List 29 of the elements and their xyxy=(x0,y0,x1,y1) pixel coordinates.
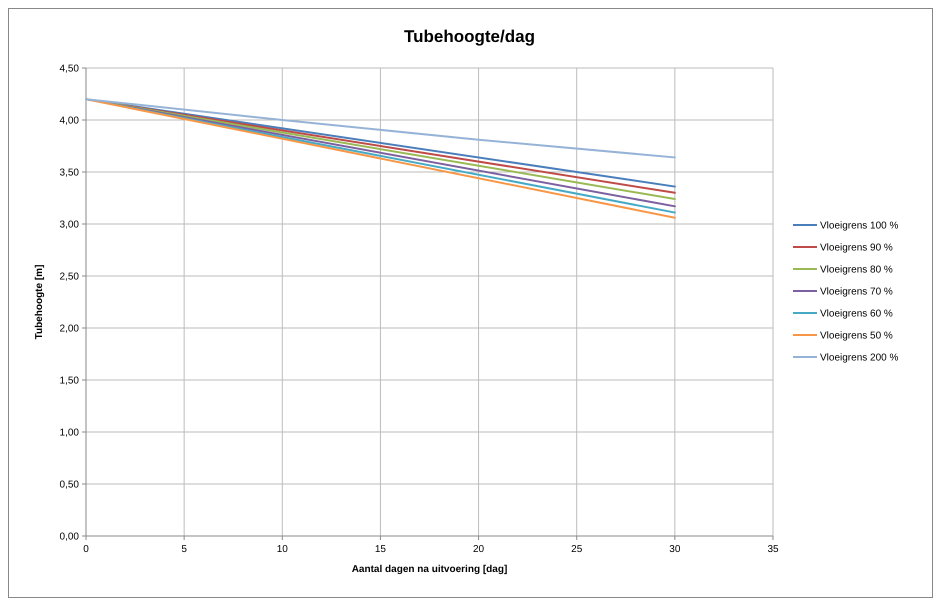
x-tick-label: 20 xyxy=(473,544,485,555)
y-tick-label: 0,50 xyxy=(60,480,80,490)
y-tick-label: 3,50 xyxy=(60,168,80,178)
x-tick-label: 15 xyxy=(374,544,386,555)
legend-label: Vloeigrens 60 % xyxy=(820,308,893,320)
chart-title: Tubehoogte/dag xyxy=(404,27,535,46)
y-tick-label: 1,00 xyxy=(60,428,80,438)
x-tick-label: 25 xyxy=(571,544,583,555)
legend-label: Vloeigrens 80 % xyxy=(820,264,893,276)
y-tick-label: 0,00 xyxy=(60,532,80,542)
line-series xyxy=(85,98,676,158)
x-tick-label: 0 xyxy=(83,544,90,555)
y-tick-label: 4,50 xyxy=(60,64,80,74)
y-tick-label: 4,00 xyxy=(60,116,80,126)
x-tick-label: 35 xyxy=(767,544,779,555)
y-tick-label: 1,50 xyxy=(60,376,80,386)
y-tick-label: 3,00 xyxy=(60,220,80,230)
y-tick-label: 2,00 xyxy=(60,324,80,334)
legend-label: Vloeigrens 200 % xyxy=(820,352,898,364)
y-axis-title: Tubehoogte [m] xyxy=(34,264,45,340)
legend-label: Vloeigrens 100 % xyxy=(820,220,898,232)
legend-label: Vloeigrens 50 % xyxy=(820,330,893,342)
x-tick-label: 30 xyxy=(669,544,681,555)
legend-label: Vloeigrens 70 % xyxy=(820,286,893,298)
y-tick-label: 2,50 xyxy=(60,272,80,282)
x-axis-title: Aantal dagen na uitvoering [dag] xyxy=(352,564,508,575)
legend-label: Vloeigrens 90 % xyxy=(820,242,893,254)
x-tick-label: 5 xyxy=(181,544,188,555)
x-tick-label: 10 xyxy=(276,544,288,555)
